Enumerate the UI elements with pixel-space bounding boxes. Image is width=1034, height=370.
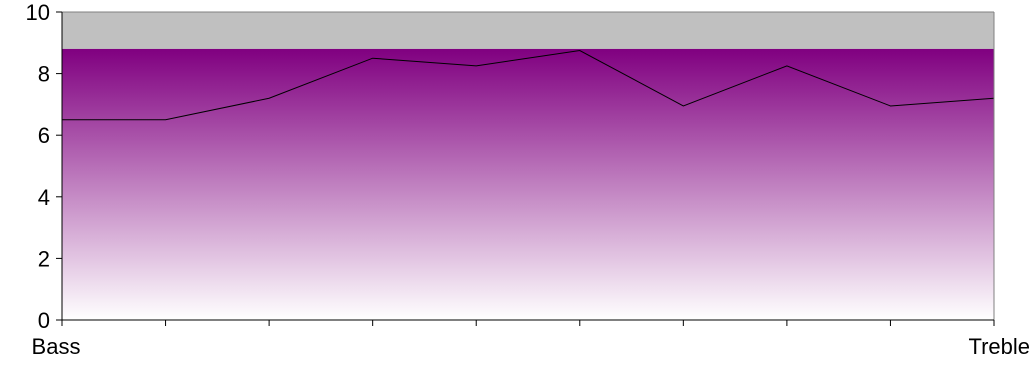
y-tick-label: 10 xyxy=(26,0,50,25)
y-tick-label: 4 xyxy=(38,185,50,210)
purple-gradient-band xyxy=(62,48,994,321)
x-tick-label: Bass xyxy=(32,334,81,359)
x-tick-label: Treble xyxy=(968,334,1030,359)
y-tick-label: 6 xyxy=(38,123,50,148)
y-tick-label: 0 xyxy=(38,308,50,333)
x-axis: Bass Treble xyxy=(32,319,1030,359)
series-line xyxy=(62,49,995,121)
y-tick-label: 2 xyxy=(38,246,50,271)
y-tick-label: 8 xyxy=(38,62,50,87)
y-axis: 0 2 4 6 8 10 xyxy=(26,0,63,333)
